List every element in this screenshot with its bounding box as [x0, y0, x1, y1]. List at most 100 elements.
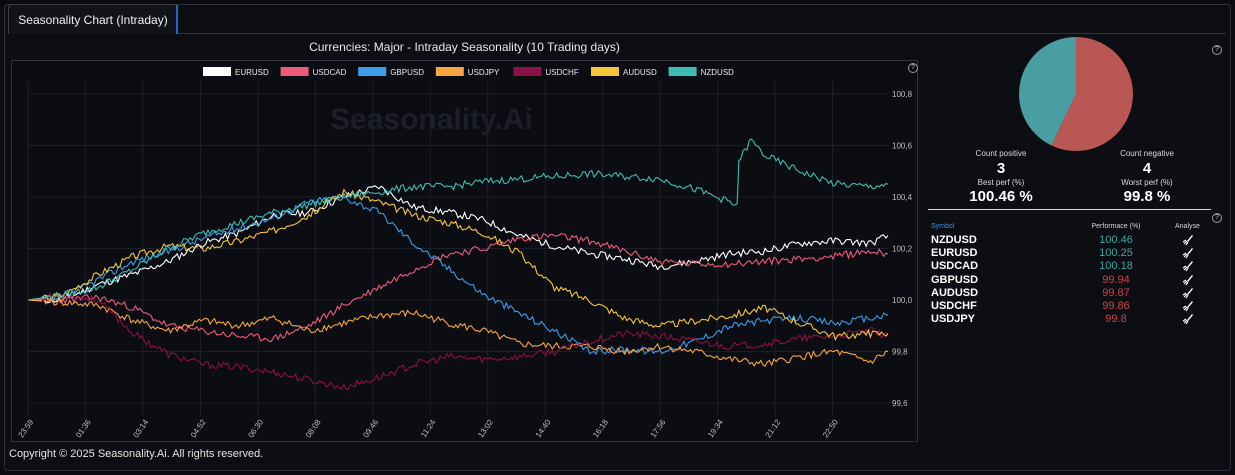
- best-perf-label: Best perf (%): [977, 178, 1025, 187]
- count-negative-label: Count negative: [1120, 149, 1174, 158]
- count-negative-stat: Count negative 4: [1087, 149, 1207, 177]
- y-tick-label: 100,8: [892, 90, 913, 99]
- row-performance: 100.18: [1099, 260, 1133, 273]
- row-performance: 100.46: [1099, 234, 1133, 246]
- best-perf-value: 100.46 %: [969, 188, 1033, 205]
- series-line-eurusd: [28, 185, 889, 304]
- stats-divider: [928, 209, 1211, 210]
- footer-copyright: Copyright © 2025 Seasonality.Ai. All rig…: [9, 448, 264, 460]
- pie-chart: [1019, 37, 1133, 151]
- x-tick-label: 06:30: [246, 417, 265, 439]
- row-performance: 99.86: [1102, 300, 1130, 312]
- series-line-usdjpy: [27, 296, 889, 368]
- line-chart: Seasonality.Ai 100,8 100,6 100,4 100,2 100,0…: [17, 67, 913, 439]
- x-tick-label: 01:36: [74, 417, 93, 439]
- x-tick-label: 14:40: [534, 417, 553, 439]
- table-header-analyse: Analyse: [1175, 223, 1200, 230]
- tab-seasonality-chart-intraday[interactable]: Seasonality Chart (Intraday): [8, 4, 178, 34]
- legend-swatch-usdcad: [280, 67, 309, 76]
- legend-label-usdchf: USDCHF: [545, 68, 578, 77]
- table-row: USDCHF 99.86: [931, 300, 1211, 313]
- x-tick-label: 19:34: [706, 417, 725, 439]
- x-tick-label: 17:56: [649, 417, 668, 439]
- rocket-icon[interactable]: [1181, 274, 1195, 286]
- legend-label-usdcad: USDCAD: [313, 68, 347, 77]
- chart-area: Seasonality.Ai 100,8 100,6 100,4 100,2 100,0…: [11, 60, 918, 442]
- x-tick-label: 09:46: [361, 417, 380, 439]
- legend-swatch-usdjpy: [435, 67, 464, 76]
- x-tick-label: 08:08: [304, 417, 323, 439]
- table-help-icon[interactable]: ?: [1212, 213, 1222, 223]
- x-tick-label: 13:02: [476, 417, 495, 439]
- count-positive-value: 3: [996, 160, 1006, 177]
- legend-swatch-audusd: [591, 67, 619, 76]
- row-performance: 99.87: [1102, 286, 1130, 299]
- x-tick-label: 16:18: [591, 417, 610, 439]
- chart-title: Currencies: Major - Intraday Seasonality…: [309, 40, 620, 54]
- row-symbol: GBPUSD: [931, 273, 979, 286]
- watermark-text: Seasonality.Ai: [330, 103, 533, 136]
- legend-label-usdjpy: USDJPY: [468, 68, 500, 77]
- x-tick-label: 04:52: [189, 417, 208, 439]
- series-line-nzdusd: [27, 138, 889, 301]
- row-symbol: USDCHF: [931, 300, 977, 312]
- y-tick-label: 100,0: [892, 296, 913, 305]
- series-line-gbpusd: [27, 194, 889, 356]
- tab-active-indicator: [176, 5, 178, 34]
- legend-swatch-gbpusd: [358, 67, 387, 76]
- y-tick-label: 100,2: [892, 245, 913, 254]
- row-performance: 99.8: [1105, 313, 1127, 326]
- rocket-icon[interactable]: [1181, 260, 1195, 272]
- rocket-icon[interactable]: [1181, 234, 1195, 246]
- rocket-icon[interactable]: [1181, 300, 1195, 312]
- row-symbol: NZDUSD: [931, 234, 977, 246]
- table-row: USDJPY 99.8: [931, 313, 1211, 326]
- table-header-performance: Performace (%): [1091, 223, 1141, 230]
- tab-divider: [178, 33, 1226, 34]
- x-tick-label: 11:24: [419, 418, 438, 440]
- legend-label-nzdusd: NZDUSD: [701, 68, 735, 77]
- series-line-audusd: [27, 188, 889, 342]
- pie-slice-negative: [1051, 37, 1133, 151]
- count-positive-stat: Count positive 3: [941, 149, 1061, 177]
- table-row: EURUSD 100.25: [931, 247, 1211, 260]
- y-tick-label: 99,8: [892, 348, 908, 357]
- y-axis-ticks: 100,8 100,6 100,4 100,2 100,0 99,8 99,6: [892, 90, 913, 408]
- count-negative-value: 4: [1142, 160, 1152, 177]
- y-tick-label: 100,4: [892, 193, 913, 202]
- table-row: AUDUSD 99.87: [931, 287, 1211, 300]
- rocket-icon[interactable]: [1181, 287, 1195, 299]
- y-tick-label: 99,6: [892, 399, 908, 408]
- table-header-symbol: Symbol: [931, 223, 955, 230]
- x-tick-label: 21:12: [764, 417, 783, 439]
- x-tick-label: 23:59: [17, 417, 36, 439]
- pie-slice-positive: [1019, 37, 1076, 146]
- count-positive-label: Count positive: [975, 149, 1027, 158]
- worst-perf-label: Worst perf (%): [1121, 178, 1173, 187]
- series-lines: [27, 138, 889, 390]
- legend-label-eurusd: EURUSD: [235, 68, 269, 77]
- series-line-usdchf: [27, 292, 889, 390]
- rocket-icon[interactable]: [1181, 247, 1195, 259]
- grid: [27, 81, 888, 416]
- legend-swatch-eurusd: [203, 67, 231, 76]
- table-row: GBPUSD 99.94: [931, 274, 1211, 287]
- row-symbol: AUDUSD: [931, 286, 979, 299]
- table-row: USDCAD 100.18: [931, 260, 1211, 273]
- legend-label-audusd: AUDUSD: [623, 68, 657, 77]
- row-performance: 99.94: [1102, 273, 1130, 286]
- x-tick-label: 22:50: [821, 417, 840, 439]
- table-row: NZDUSD 100.46: [931, 234, 1211, 247]
- legend: EURUSD USDCAD GBPUSD USDJPY USDCHF AUDUSD NZDU…: [203, 67, 734, 77]
- legend-label-gbpusd: GBPUSD: [390, 68, 424, 77]
- rocket-icon[interactable]: [1181, 313, 1195, 325]
- y-tick-label: 100,6: [892, 141, 913, 150]
- pie-help-icon[interactable]: ?: [1212, 45, 1222, 55]
- x-tick-label: 03:14: [131, 417, 150, 439]
- row-symbol: USDJPY: [931, 313, 976, 326]
- worst-perf-stat: Worst perf (%) 99.8 %: [1087, 178, 1207, 205]
- chart-help-icon[interactable]: ?: [908, 63, 918, 73]
- row-symbol: USDCAD: [931, 260, 979, 273]
- x-axis-ticks: 23:59 01:36 03:14 04:52 06:30 08:08 09:46 11:24…: [17, 417, 841, 439]
- row-performance: 100.25: [1099, 247, 1133, 260]
